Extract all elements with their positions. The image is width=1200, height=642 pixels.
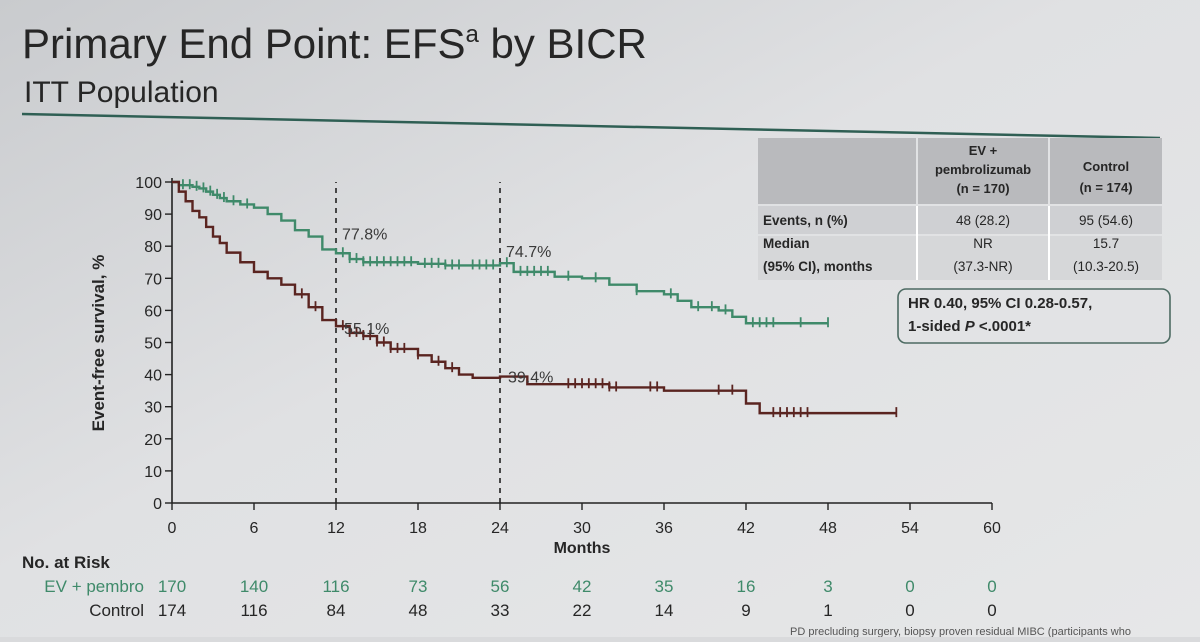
x-axis-label: Months bbox=[554, 540, 611, 557]
table-cell-ev: (37.3-NR) bbox=[953, 259, 1012, 274]
risk-count: 140 bbox=[240, 577, 268, 596]
x-tick-label: 24 bbox=[491, 520, 509, 537]
y-tick-label: 20 bbox=[144, 432, 162, 449]
y-tick-label: 40 bbox=[144, 368, 162, 385]
risk-count: 0 bbox=[905, 577, 914, 596]
risk-count: 0 bbox=[987, 577, 996, 596]
table-cell-control: 95 (54.6) bbox=[1079, 213, 1133, 228]
hr-line2-pre: 1-sided bbox=[908, 318, 965, 335]
survival-annotation: 77.8% bbox=[342, 226, 387, 243]
summary-table: EV + pembrolizumab (n = 170) Control (n = 17… bbox=[758, 138, 1162, 280]
y-tick-label: 0 bbox=[153, 496, 162, 513]
risk-count: 48 bbox=[409, 601, 428, 620]
x-tick-label: 0 bbox=[168, 520, 177, 537]
survival-annotation: 74.7% bbox=[506, 244, 551, 261]
risk-table-header: No. at Risk bbox=[22, 553, 110, 572]
hr-line2-p: P bbox=[965, 318, 976, 335]
table-header-ev-label: EV + bbox=[969, 143, 998, 158]
slide-subtitle: ITT Population bbox=[24, 76, 219, 109]
table-header-left-cell bbox=[758, 138, 916, 204]
y-tick-label: 60 bbox=[144, 303, 162, 320]
x-tick-label: 48 bbox=[819, 520, 837, 537]
y-tick-label: 30 bbox=[144, 400, 162, 417]
table-cell-control: 15.7 bbox=[1093, 236, 1119, 251]
table-row-label: (95% CI), months bbox=[763, 259, 873, 274]
risk-count: 9 bbox=[741, 601, 750, 620]
title-tail: by BICR bbox=[479, 20, 647, 67]
table-header-ev-label: pembrolizumab bbox=[935, 162, 1031, 177]
table-row-label: Median bbox=[763, 236, 810, 251]
table-header-control-label: Control bbox=[1083, 159, 1129, 174]
x-tick-label: 6 bbox=[250, 520, 259, 537]
y-tick-label: 100 bbox=[135, 175, 162, 192]
y-tick-label: 50 bbox=[144, 336, 162, 353]
risk-row-name: EV + pembro bbox=[44, 577, 144, 596]
hr-line2-post: <.0001* bbox=[975, 318, 1031, 335]
risk-count: 56 bbox=[491, 577, 510, 596]
risk-count: 33 bbox=[491, 601, 510, 620]
risk-count: 170 bbox=[158, 577, 186, 596]
x-tick-label: 30 bbox=[573, 520, 591, 537]
hazard-ratio-line2: 1-sided P <.0001* bbox=[908, 318, 1031, 335]
slide-title: Primary End Point: EFSa by BICR bbox=[22, 20, 647, 67]
y-tick-label: 80 bbox=[144, 239, 162, 256]
risk-count: 42 bbox=[573, 577, 592, 596]
risk-count: 3 bbox=[823, 577, 832, 596]
x-tick-label: 54 bbox=[901, 520, 919, 537]
risk-count: 84 bbox=[327, 601, 346, 620]
y-axis-label: Event-free survival, % bbox=[89, 255, 108, 432]
risk-count: 0 bbox=[987, 601, 996, 620]
title-rule bbox=[21, 112, 1161, 140]
hazard-ratio-box bbox=[897, 288, 1171, 344]
hazard-ratio-line1: HR 0.40, 95% CI 0.28-0.57, bbox=[908, 295, 1092, 312]
table-header-control-label: (n = 174) bbox=[1079, 180, 1132, 195]
risk-count: 16 bbox=[737, 577, 756, 596]
y-tick-label: 70 bbox=[144, 271, 162, 288]
title-superscript: a bbox=[465, 21, 479, 48]
risk-row-name: Control bbox=[89, 601, 144, 620]
table-row-label: Events, n (%) bbox=[763, 213, 848, 228]
x-tick-label: 12 bbox=[327, 520, 345, 537]
risk-count: 116 bbox=[322, 577, 349, 596]
x-tick-label: 42 bbox=[737, 520, 755, 537]
x-tick-label: 60 bbox=[983, 520, 1001, 537]
footnote: PD precluding surgery, biopsy proven res… bbox=[790, 626, 1131, 637]
table-cell-ev: 48 (28.2) bbox=[956, 213, 1010, 228]
table-row-median-band bbox=[758, 236, 1162, 280]
table-row-events-band bbox=[758, 206, 1162, 234]
x-tick-label: 36 bbox=[655, 520, 673, 537]
survival-annotation: 39.4% bbox=[508, 370, 553, 387]
risk-count: 73 bbox=[409, 577, 428, 596]
table-cell-control: (10.3-20.5) bbox=[1073, 259, 1139, 274]
risk-count: 174 bbox=[158, 601, 186, 620]
y-tick-label: 10 bbox=[144, 464, 162, 481]
risk-count: 14 bbox=[655, 601, 674, 620]
survival-annotation: 55.1% bbox=[344, 321, 389, 338]
risk-count: 116 bbox=[240, 601, 267, 620]
y-tick-label: 90 bbox=[144, 207, 162, 224]
risk-count: 22 bbox=[573, 601, 592, 620]
table-header-control-cell bbox=[1050, 138, 1162, 204]
km-chart: 0 10 20 30 40 50 60 70 80 90 100 0 6 12 18 24 30 36 42 48 54… bbox=[89, 175, 1001, 557]
table-text: EV + pembrolizumab (n = 170) Control (n = 17… bbox=[763, 143, 1139, 274]
risk-count: 0 bbox=[905, 601, 914, 620]
risk-count: 35 bbox=[655, 577, 674, 596]
risk-count: 1 bbox=[823, 601, 832, 620]
table-header-ev-label: (n = 170) bbox=[956, 181, 1009, 196]
table-header-ev-cell bbox=[918, 138, 1048, 204]
table-cell-ev: NR bbox=[973, 236, 993, 251]
title-main: Primary End Point: EFS bbox=[22, 20, 465, 67]
x-tick-label: 18 bbox=[409, 520, 427, 537]
